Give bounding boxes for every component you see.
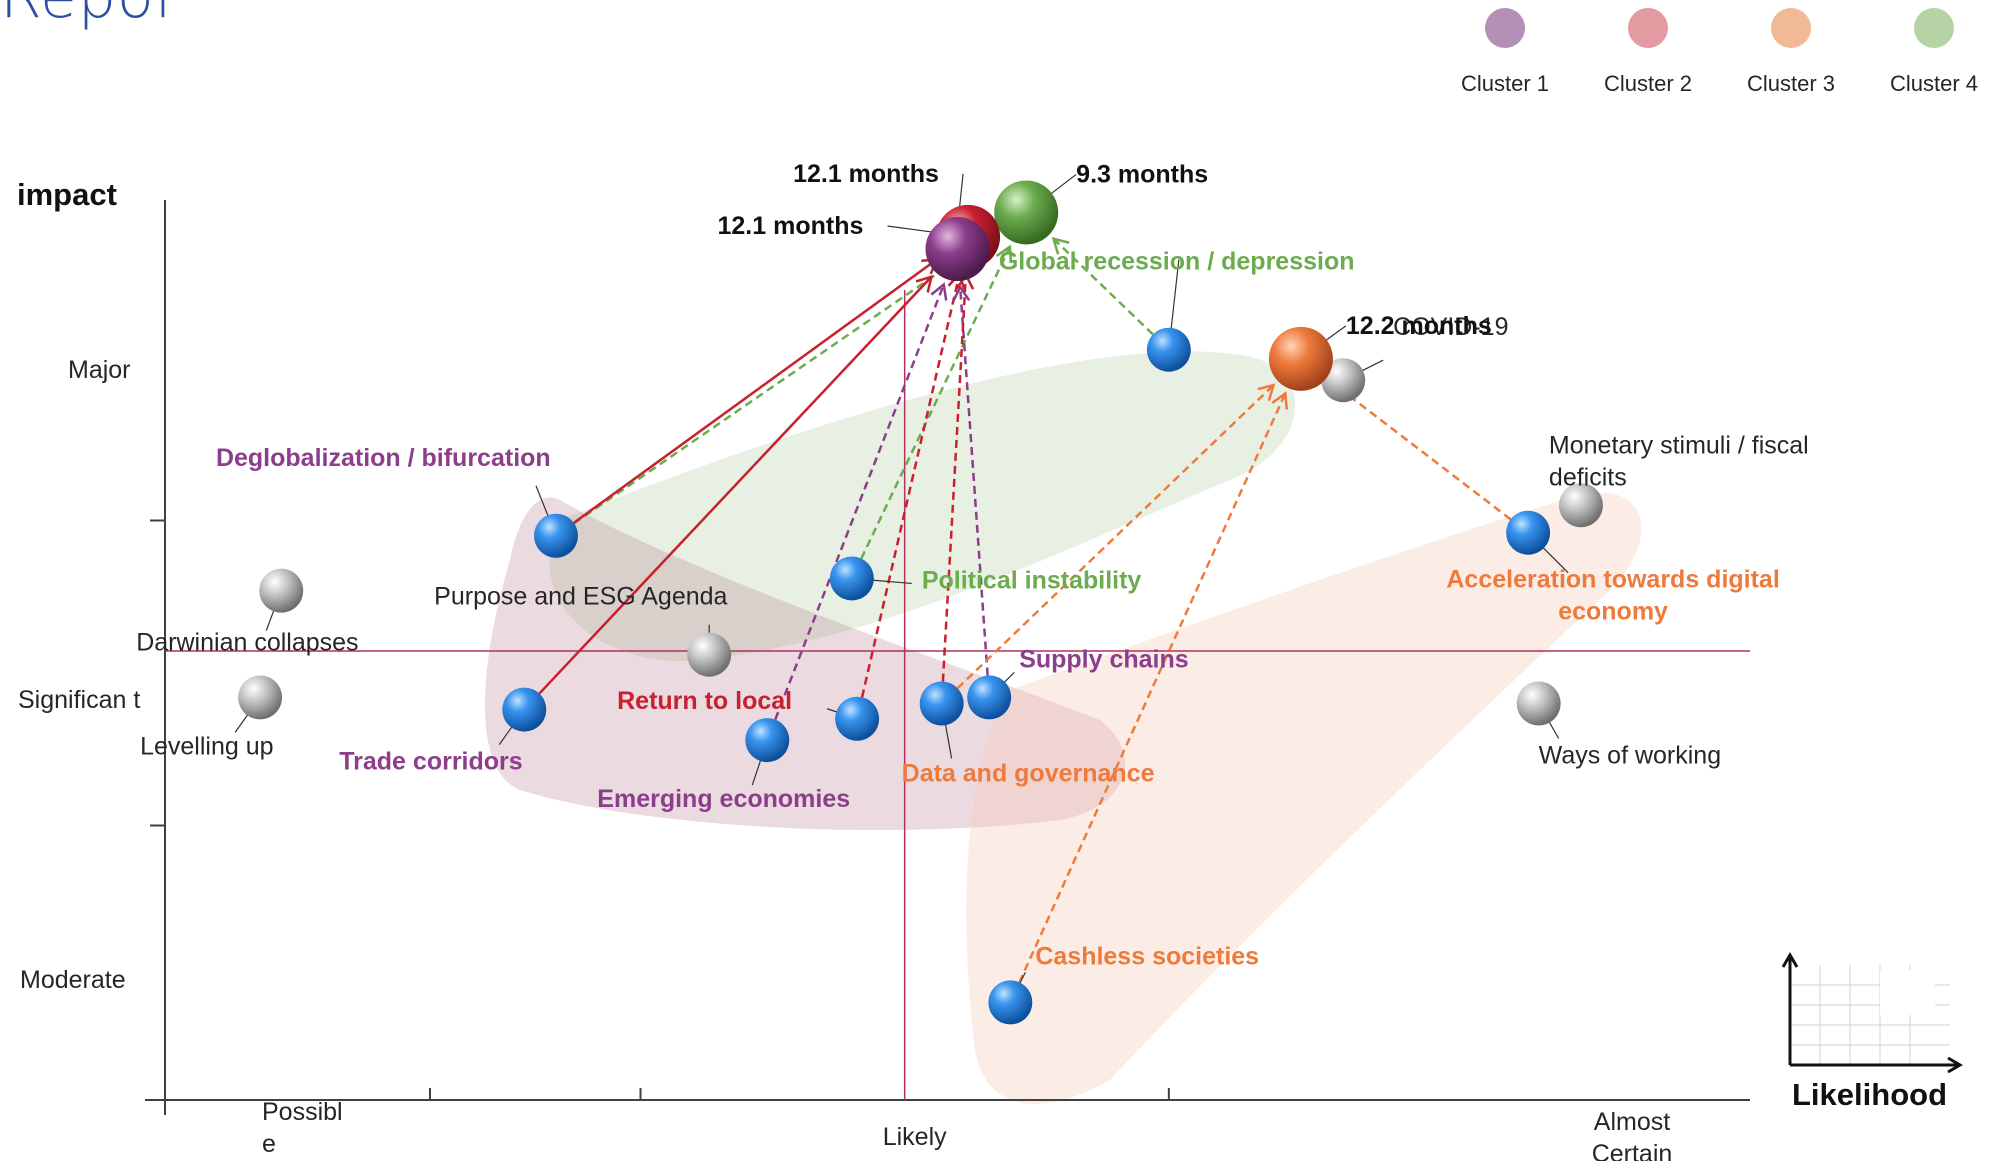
risk-point [829,556,874,601]
cluster-node [1268,326,1333,391]
cluster-link-arrow [956,384,1275,690]
risk-point [835,696,880,741]
cluster-3-region [966,492,1642,1104]
legend-label: Cluster 3 [1747,71,1835,96]
cluster-link-arrow [1330,380,1512,521]
risk-point [1321,358,1366,403]
y-tick-label: Major [68,356,131,384]
legend-label: Cluster 2 [1604,71,1692,96]
risk-point [967,675,1012,720]
risk-label: Deglobalization / bifurcation [216,444,551,472]
risk-label: Trade corridors [339,748,522,776]
risk-label: Purpose and ESG Agenda [434,583,727,611]
y-tick-label: Significan t [18,686,140,714]
arrow-head [1051,237,1070,255]
risk-point [1558,483,1603,528]
y-tick-label: Moderate [20,966,126,994]
risk-point [533,513,578,558]
x-tick-label: Likely [883,1123,947,1151]
risk-label: COVID-19 [1393,313,1508,341]
risk-label: Darwinian collapses [136,629,358,657]
risk-point [919,681,964,726]
risk-point [1146,327,1191,372]
risk-label: Monetary stimuli / fiscal deficits [1549,431,1809,491]
risk-label: Data and governance [902,760,1155,788]
cluster-duration-label: 9.3 months [1076,160,1208,188]
risk-point [238,675,283,720]
risk-label: Levelling up [140,732,273,760]
cluster-link-arrow [538,275,933,695]
arrow-head [915,274,934,293]
risk-label: Emerging economies [597,785,850,813]
cluster-link-arrow [573,258,939,524]
risk-label: Supply chains [1019,645,1188,673]
cluster-node [994,180,1059,245]
arrow-head [1257,383,1276,401]
cluster-link-arrow [860,273,961,698]
risk-point [259,568,304,613]
risk-point [745,718,790,763]
cluster-link-arrow [1052,237,1154,336]
legend-label: Cluster 4 [1890,71,1978,96]
cluster-node [925,217,990,282]
cluster-link-arrow [941,274,968,682]
risk-label: Return to local [617,687,792,715]
y-axis-title: impact [17,177,117,212]
cluster-duration-label: 12.1 months [793,160,939,188]
risk-label: Acceleration towards digital economy [1446,566,1779,626]
legend-swatch [1485,8,1525,48]
arrow-head [930,282,948,301]
page-title: Repor [0,0,180,32]
cluster-4-region [549,351,1296,661]
risk-label: Global recession / depression [999,248,1355,276]
likelihood-matrix-icon [1781,952,1963,1074]
legend-swatch [1771,8,1811,48]
legend-swatch [1914,8,1954,48]
risk-label: Ways of working [1539,742,1721,770]
legend-swatch [1628,8,1668,48]
legend-label: Cluster 1 [1461,71,1549,96]
risk-label: Cashless societies [1035,942,1259,970]
x-tick-label: Possibl e [262,1098,343,1158]
risk-point [988,980,1033,1025]
risk-point [1516,681,1561,726]
arrow-head [952,284,971,303]
cluster-duration-label: 12.2 months [1346,312,1492,340]
cluster-link-arrow [1018,392,1287,983]
x-axis-title: Likelihood [1792,1077,1947,1112]
risk-point [687,632,732,677]
risk-label: Political instability [922,566,1142,594]
cluster-duration-label: 12.1 months [718,212,864,240]
risk-point [502,687,547,732]
arrow-head [995,244,1013,263]
cluster-link-arrow [573,232,996,525]
cluster-link-arrow [860,246,1011,560]
x-tick-label: Almost Certain [1592,1108,1673,1161]
arrow-head [1271,391,1289,410]
risk-point [1506,510,1551,555]
